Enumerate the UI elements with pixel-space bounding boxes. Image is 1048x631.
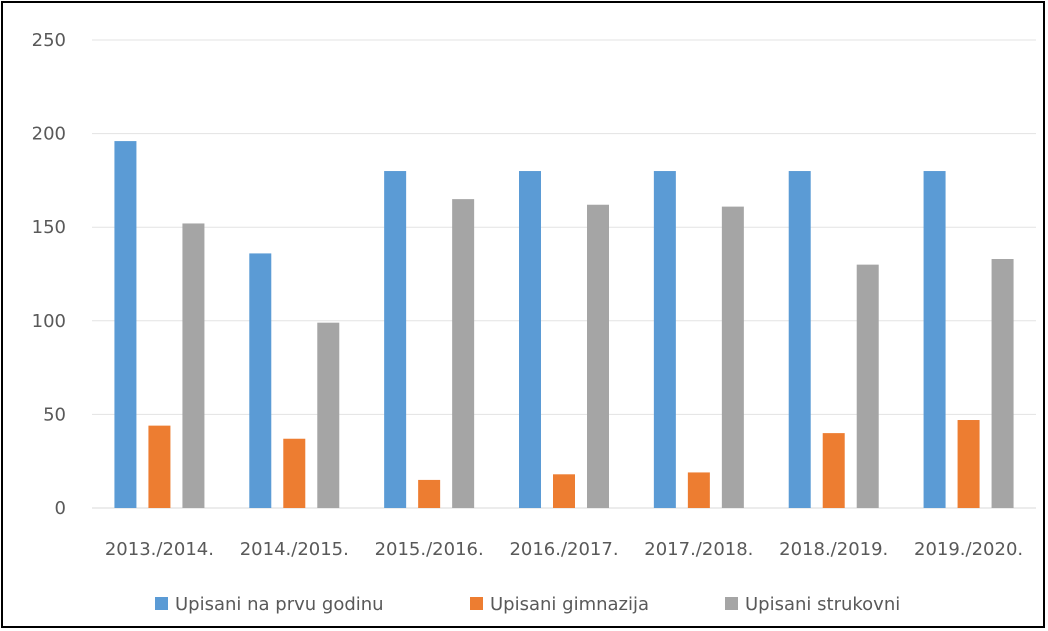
bar-upisani-gimnazija-2015./2016. [418, 479, 441, 508]
bar-upisani-gimnazija-2014./2015. [283, 438, 306, 508]
bar-upisani-strukovni-2014./2015. [317, 322, 340, 508]
y-axis-ticks: 0 50 100 150 200 250 [32, 30, 66, 519]
y-tick-label: 200 [32, 124, 66, 145]
bar-upisani-gimnazija-2018./2019. [822, 433, 845, 508]
x-tick-label: 2016./2017. [509, 539, 618, 560]
bar-upisani-gimnazija-2013./2014. [148, 425, 171, 508]
bar-upisani-strukovni-2018./2019. [856, 264, 879, 508]
bar-upisani-gimnazija-2019./2020. [957, 420, 980, 508]
y-tick-label: 0 [55, 498, 66, 519]
x-tick-label: 2018./2019. [779, 539, 888, 560]
legend-label: Upisani strukovni [745, 594, 900, 615]
legend-label: Upisani gimnazija [490, 594, 649, 615]
bar-upisani-gimnazija-2016./2017. [553, 474, 575, 508]
legend-swatch [155, 597, 168, 610]
gridlines [92, 39, 1036, 509]
legend-label: Upisani na prvu godinu [175, 594, 384, 615]
bar-upisani-na-prvu-godinu-2015./2016. [384, 171, 407, 509]
y-tick-label: 50 [43, 404, 66, 425]
bar-upisani-strukovni-2016./2017. [587, 204, 609, 508]
y-tick-label: 150 [32, 217, 66, 238]
y-tick-label: 250 [32, 30, 66, 51]
x-tick-label: 2017./2018. [644, 539, 753, 560]
x-tick-label: 2019./2020. [914, 539, 1023, 560]
bar-upisani-na-prvu-godinu-2016./2017. [519, 171, 541, 509]
bar-upisani-na-prvu-godinu-2014./2015. [249, 253, 272, 508]
x-axis-ticks: 2013./2014. 2014./2015. 2015./2016. 2016./2… [105, 539, 1023, 560]
x-tick-label: 2013./2014. [105, 539, 214, 560]
y-tick-label: 100 [32, 311, 66, 332]
bar-upisani-strukovni-2019./2020. [991, 259, 1014, 508]
bar-upisani-na-prvu-godinu-2018./2019. [788, 171, 811, 509]
bar-upisani-strukovni-2013./2014. [182, 223, 205, 508]
x-tick-label: 2015./2016. [375, 539, 484, 560]
bar-upisani-gimnazija-2017./2018. [687, 472, 710, 508]
bar-upisani-na-prvu-godinu-2019./2020. [923, 171, 946, 509]
bar-upisani-na-prvu-godinu-2017./2018. [653, 171, 676, 509]
legend-swatch [725, 597, 738, 610]
bars [114, 141, 1014, 509]
bar-upisani-strukovni-2017./2018. [721, 206, 744, 508]
bar-upisani-na-prvu-godinu-2013./2014. [114, 141, 137, 508]
legend: Upisani na prvu godinu Upisani gimnazija U… [155, 594, 900, 615]
legend-swatch [470, 597, 483, 610]
bar-upisani-strukovni-2015./2016. [452, 199, 475, 508]
x-tick-label: 2014./2015. [240, 539, 349, 560]
